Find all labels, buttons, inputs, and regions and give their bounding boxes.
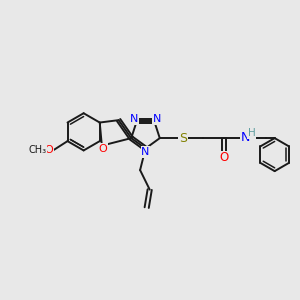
Text: S: S [179, 132, 187, 145]
Text: N: N [141, 147, 150, 157]
Text: O: O [44, 145, 53, 155]
Text: N: N [241, 131, 250, 144]
Text: O: O [99, 144, 107, 154]
Text: O: O [220, 152, 229, 164]
Text: N: N [130, 114, 139, 124]
Text: N: N [152, 114, 161, 124]
Text: H: H [248, 128, 256, 138]
Text: CH₃: CH₃ [28, 145, 46, 155]
